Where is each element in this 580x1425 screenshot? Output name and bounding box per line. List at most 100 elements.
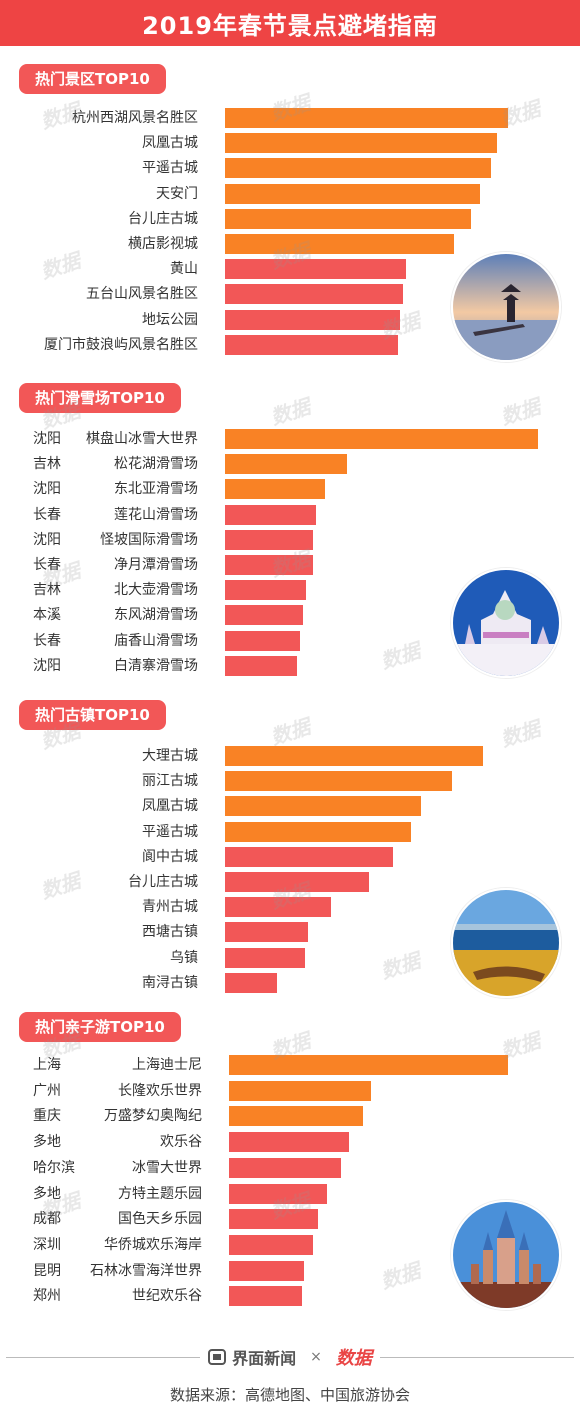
- category-label: 天安门: [156, 186, 198, 202]
- category-label: 净月潭滑雪场: [114, 557, 198, 573]
- bar: [225, 555, 313, 575]
- category-label: 世纪欢乐谷: [132, 1288, 202, 1304]
- bar: [225, 872, 369, 892]
- bar: [225, 922, 308, 942]
- bar: [225, 796, 421, 816]
- bar: [229, 1286, 302, 1306]
- bar-row: 郑州 世纪欢乐谷: [0, 1286, 580, 1306]
- bar: [225, 530, 313, 550]
- bar-row: 凤凰古城: [0, 133, 580, 153]
- category-label: 冰雪大世界: [132, 1160, 202, 1176]
- category-label: 石林冰雪海洋世界: [90, 1263, 202, 1279]
- bar: [225, 605, 303, 625]
- bar-row: 大理古城: [0, 746, 580, 766]
- bar: [225, 158, 491, 178]
- category-label: 庙香山滑雪场: [114, 633, 198, 649]
- chart-title: 热门滑雪场TOP10: [19, 383, 181, 413]
- bar-row: 长春 庙香山滑雪场: [0, 631, 580, 651]
- bar: [229, 1055, 508, 1075]
- bar: [229, 1184, 327, 1204]
- city-label: 郑州: [33, 1288, 61, 1304]
- bar: [225, 847, 393, 867]
- city-label: 昆明: [33, 1263, 61, 1279]
- city-label: 吉林: [33, 456, 61, 472]
- city-label: 广州: [33, 1083, 61, 1099]
- bar-row: 阆中古城: [0, 847, 580, 867]
- bar-row: 沈阳 东北亚滑雪场: [0, 479, 580, 499]
- bar-row: 平遥古城: [0, 822, 580, 842]
- bar-row: 黄山: [0, 259, 580, 279]
- city-label: 成都: [33, 1211, 61, 1227]
- bar: [225, 822, 411, 842]
- bar-row: 青州古城: [0, 897, 580, 917]
- city-label: 长春: [33, 557, 61, 573]
- city-label: 沈阳: [33, 481, 61, 497]
- bar: [225, 429, 538, 449]
- city-label: 沈阳: [33, 658, 61, 674]
- bar-row: 沈阳 棋盘山冰雪大世界: [0, 429, 580, 449]
- bar: [225, 631, 300, 651]
- category-label: 丽江古城: [142, 773, 198, 789]
- bar-row: 昆明 石林冰雪海洋世界: [0, 1261, 580, 1281]
- bar: [225, 209, 471, 229]
- category-label: 万盛梦幻奥陶纪: [104, 1108, 202, 1124]
- bar: [229, 1235, 313, 1255]
- bar: [225, 108, 508, 128]
- bar-row: 沈阳 白清寨滑雪场: [0, 656, 580, 676]
- bar-row: 上海 上海迪士尼: [0, 1055, 580, 1075]
- bar-row: 西塘古镇: [0, 922, 580, 942]
- bar-row: 五台山风景名胜区: [0, 284, 580, 304]
- category-label: 平遥古城: [142, 160, 198, 176]
- city-label: 长春: [33, 507, 61, 523]
- bar-row: 厦门市鼓浪屿风景名胜区: [0, 335, 580, 355]
- bar-row: 杭州西湖风景名胜区: [0, 108, 580, 128]
- bar: [229, 1158, 341, 1178]
- brand-cross: ×: [310, 1349, 322, 1365]
- category-label: 大理古城: [142, 748, 198, 764]
- bar: [225, 284, 403, 304]
- section-photo: [451, 888, 561, 998]
- bar-row: 台儿庄古城: [0, 872, 580, 892]
- bar: [225, 234, 454, 254]
- bar: [225, 973, 277, 993]
- brand-group: 界面新闻 × 数据: [200, 1344, 380, 1370]
- bar-row: 吉林 北大壶滑雪场: [0, 580, 580, 600]
- category-label: 五台山风景名胜区: [86, 286, 198, 302]
- bar-row: 平遥古城: [0, 158, 580, 178]
- section-photo: [451, 568, 561, 678]
- bar: [225, 656, 297, 676]
- city-label: 多地: [33, 1134, 61, 1150]
- bar-row: 南浔古镇: [0, 973, 580, 993]
- city-label: 吉林: [33, 582, 61, 598]
- category-label: 白清寨滑雪场: [114, 658, 198, 674]
- category-label: 青州古城: [142, 899, 198, 915]
- watermark: 数据: [267, 714, 314, 750]
- category-label: 黄山: [170, 261, 198, 277]
- category-label: 东风湖滑雪场: [114, 607, 198, 623]
- bar: [225, 479, 325, 499]
- bar-row: 台儿庄古城: [0, 209, 580, 229]
- chart-title: 热门亲子游TOP10: [19, 1012, 181, 1042]
- bar-row: 丽江古城: [0, 771, 580, 791]
- jiemian-logo-icon: [208, 1349, 227, 1365]
- bar-row: 广州 长隆欢乐世界: [0, 1081, 580, 1101]
- watermark: 数据: [497, 394, 544, 430]
- bar: [225, 580, 306, 600]
- category-label: 莲花山滑雪场: [114, 507, 198, 523]
- bar-row: 哈尔滨 冰雪大世界: [0, 1158, 580, 1178]
- bar-row: 深圳 华侨城欢乐海岸: [0, 1235, 580, 1255]
- bar-row: 凤凰古城: [0, 796, 580, 816]
- brand-jiemian: 界面新闻: [232, 1349, 297, 1368]
- city-label: 沈阳: [33, 532, 61, 548]
- city-label: 深圳: [33, 1237, 61, 1253]
- chart-title: 热门古镇TOP10: [19, 700, 166, 730]
- category-label: 棋盘山冰雪大世界: [86, 431, 198, 447]
- city-label: 重庆: [33, 1108, 61, 1124]
- city-label: 本溪: [33, 607, 61, 623]
- bar: [229, 1081, 371, 1101]
- category-label: 乌镇: [170, 950, 198, 966]
- bar: [229, 1261, 304, 1281]
- city-label: 沈阳: [33, 431, 61, 447]
- bar-row: 乌镇: [0, 948, 580, 968]
- category-label: 上海迪士尼: [132, 1057, 202, 1073]
